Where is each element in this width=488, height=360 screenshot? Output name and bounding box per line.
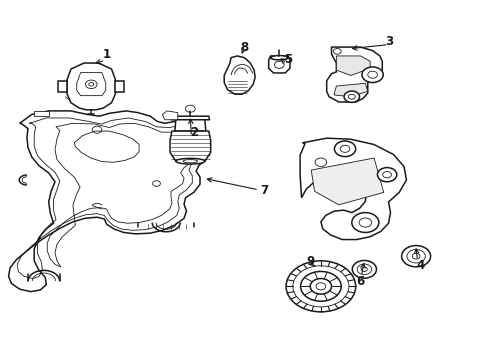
Text: 8: 8	[240, 41, 248, 54]
Ellipse shape	[176, 158, 204, 164]
Polygon shape	[326, 47, 382, 102]
Polygon shape	[115, 81, 124, 92]
Circle shape	[285, 261, 355, 312]
Polygon shape	[67, 63, 115, 110]
Polygon shape	[300, 138, 406, 239]
Polygon shape	[224, 56, 255, 94]
Polygon shape	[77, 73, 105, 96]
Polygon shape	[175, 120, 205, 131]
Text: 7: 7	[259, 184, 267, 197]
Polygon shape	[162, 111, 178, 120]
Polygon shape	[34, 111, 49, 116]
Text: 6: 6	[356, 275, 364, 288]
Polygon shape	[9, 111, 208, 292]
Circle shape	[361, 67, 383, 82]
Text: 1: 1	[102, 48, 111, 61]
Circle shape	[309, 279, 331, 294]
Circle shape	[334, 141, 355, 157]
Polygon shape	[171, 116, 209, 120]
Text: 5: 5	[284, 53, 291, 66]
Ellipse shape	[270, 55, 287, 60]
Text: 9: 9	[305, 255, 314, 268]
Polygon shape	[268, 56, 289, 73]
Polygon shape	[310, 158, 383, 205]
Circle shape	[377, 168, 396, 182]
Circle shape	[300, 271, 341, 301]
Circle shape	[344, 91, 359, 102]
Circle shape	[351, 260, 376, 278]
Text: 2: 2	[189, 126, 198, 139]
Polygon shape	[170, 131, 210, 161]
Polygon shape	[333, 83, 367, 97]
Polygon shape	[58, 81, 67, 92]
Text: 3: 3	[385, 35, 393, 48]
Circle shape	[351, 213, 378, 233]
Polygon shape	[336, 56, 369, 76]
Text: 4: 4	[416, 258, 424, 271]
Circle shape	[401, 246, 430, 267]
